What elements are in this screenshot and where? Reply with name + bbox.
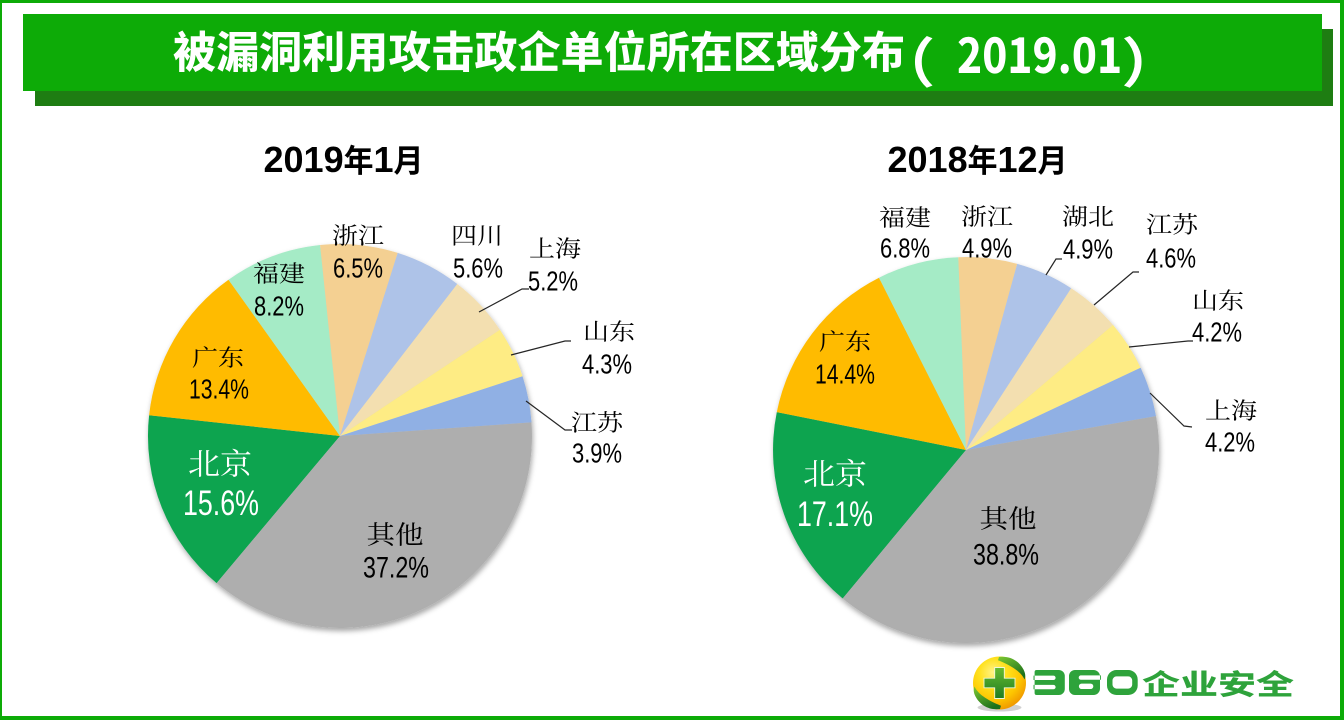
svg-text:1: 1: [374, 139, 394, 180]
svg-text:12: 12: [998, 139, 1038, 180]
svg-text:6.5%: 6.5%: [333, 253, 383, 284]
svg-text:14.4%: 14.4%: [815, 359, 875, 390]
svg-text:5.2%: 5.2%: [528, 266, 578, 297]
svg-text:5.6%: 5.6%: [453, 253, 503, 284]
svg-text:6.8%: 6.8%: [880, 233, 930, 264]
svg-text:38.8%: 38.8%: [973, 538, 1039, 571]
svg-text:2018: 2018: [888, 139, 968, 180]
svg-text:3.9%: 3.9%: [572, 438, 622, 469]
svg-text:4.3%: 4.3%: [582, 349, 632, 380]
svg-text:37.2%: 37.2%: [363, 551, 429, 584]
svg-text:15.6%: 15.6%: [183, 484, 259, 523]
svg-text:4.2%: 4.2%: [1192, 317, 1242, 348]
svg-text:4.9%: 4.9%: [962, 233, 1012, 264]
svg-text:13.4%: 13.4%: [189, 374, 249, 405]
svg-text:2019: 2019: [264, 139, 344, 180]
svg-text:4.2%: 4.2%: [1205, 427, 1255, 458]
svg-text:17.1%: 17.1%: [797, 495, 873, 534]
svg-text:8.2%: 8.2%: [254, 291, 304, 322]
svg-text:4.9%: 4.9%: [1063, 234, 1113, 265]
svg-text:4.6%: 4.6%: [1146, 243, 1196, 274]
